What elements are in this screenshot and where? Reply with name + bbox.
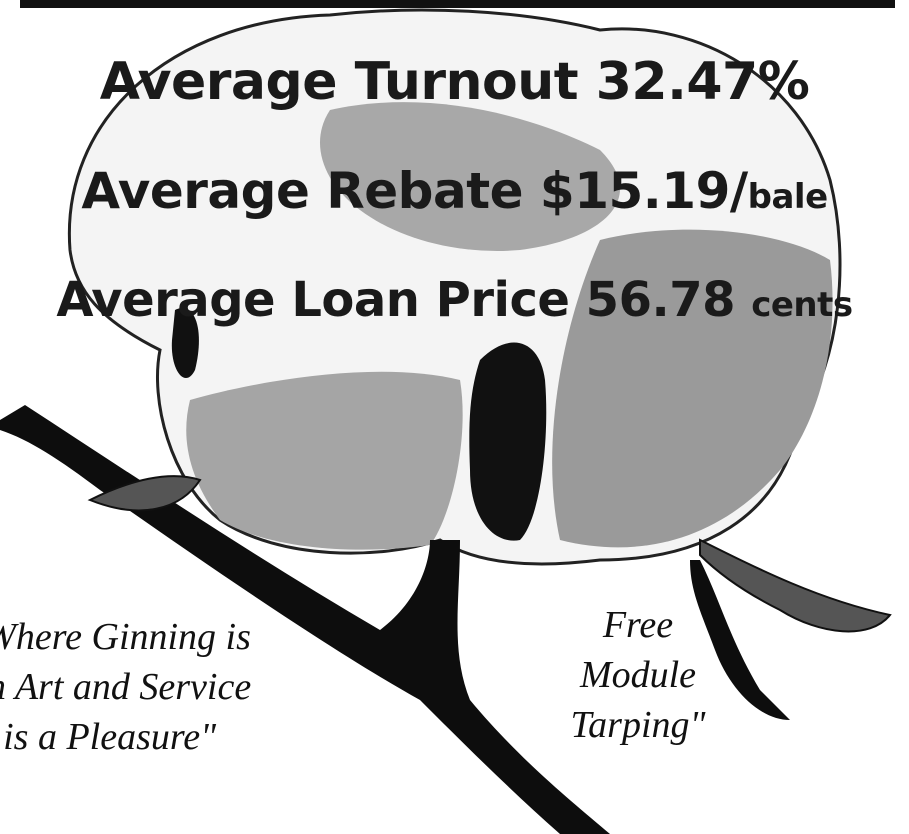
quote-line: Tarping" bbox=[548, 700, 728, 750]
quote-line: an Art and Service bbox=[0, 662, 251, 712]
quote-line: "Where Ginning is bbox=[0, 612, 251, 662]
quote-line: Free bbox=[548, 600, 728, 650]
right-quote: Free Module Tarping" bbox=[548, 600, 728, 750]
top-rule bbox=[20, 0, 895, 8]
quote-line: is a Pleasure" bbox=[0, 712, 251, 762]
boll-shade bbox=[186, 372, 462, 550]
headline-unit: bale bbox=[748, 177, 828, 217]
quote-line: Module bbox=[548, 650, 728, 700]
headline-text: Average Turnout 32.47% bbox=[100, 52, 810, 112]
left-quote: "Where Ginning is an Art and Service is … bbox=[0, 612, 251, 762]
headline: Average Rebate $15.19/bale bbox=[0, 162, 909, 220]
headline-unit: cents bbox=[751, 285, 852, 325]
bract bbox=[700, 540, 890, 631]
headline-text: Average Rebate $15.19/ bbox=[81, 162, 747, 220]
headline: Average Loan Price 56.78 cents bbox=[0, 272, 909, 328]
page: Average Turnout 32.47% Average Rebate $1… bbox=[0, 0, 909, 834]
headline: Average Turnout 32.47% bbox=[0, 52, 909, 112]
headline-text: Average Loan Price 56.78 bbox=[56, 272, 735, 328]
